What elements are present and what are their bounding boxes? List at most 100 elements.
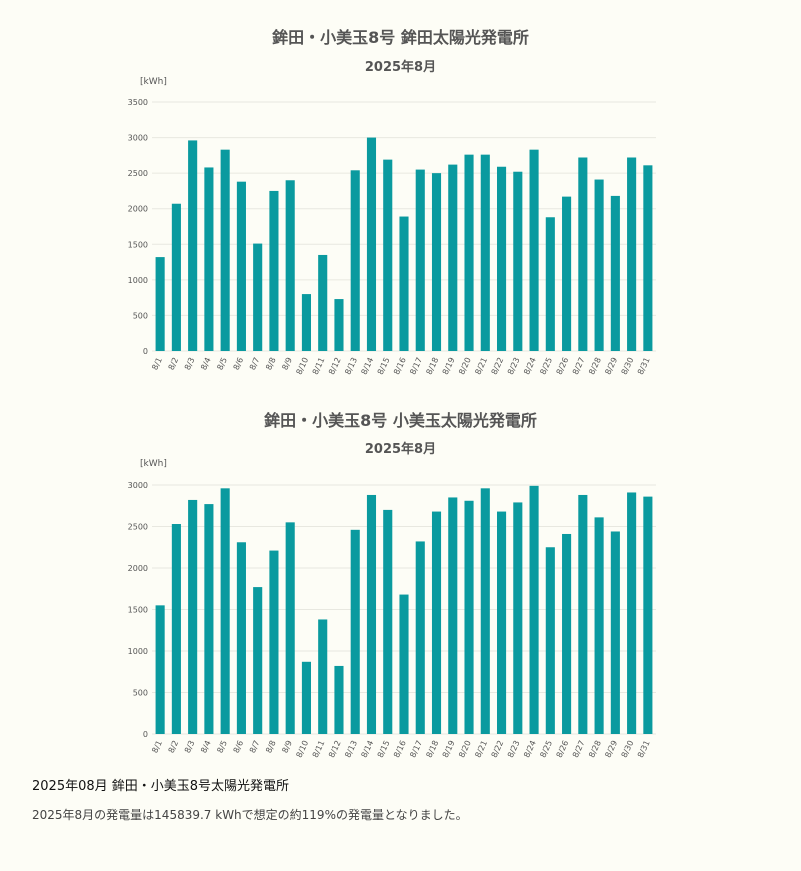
bar-8-6 (236, 181, 246, 351)
bar-8-26 (562, 533, 572, 734)
bar-8-23 (513, 171, 523, 351)
x-tick-label: 8/13 (343, 739, 359, 759)
bar-8-31 (643, 496, 653, 734)
bar-8-11 (318, 619, 328, 734)
bar-8-28 (594, 179, 604, 351)
bar-8-10 (301, 661, 312, 734)
y-tick-label: 500 (133, 689, 148, 698)
bar-8-24 (529, 485, 539, 734)
x-tick-label: 8/4 (199, 739, 213, 754)
bar-8-20 (464, 500, 474, 734)
x-tick-label: 8/7 (248, 739, 262, 754)
bar-8-24 (529, 149, 539, 351)
bar-8-26 (562, 196, 572, 351)
bar-8-14 (366, 137, 377, 351)
y-tick-label: 2000 (128, 564, 148, 573)
bar-8-21 (480, 488, 490, 734)
x-tick-label: 8/15 (376, 739, 392, 759)
bar-8-29 (610, 195, 620, 351)
x-tick-label: 8/6 (232, 739, 246, 754)
x-tick-label: 8/20 (457, 739, 473, 759)
chart-1-subtitle: 2025年8月 (364, 60, 437, 75)
x-tick-label: 8/17 (408, 739, 424, 759)
bar-8-12 (334, 299, 344, 351)
x-tick-label: 8/1 (150, 739, 164, 754)
bar-8-28 (594, 517, 604, 734)
y-tick-label: 1500 (128, 240, 148, 249)
bar-8-4 (204, 504, 214, 734)
bar-8-3 (188, 499, 198, 734)
chart-1: 鉾田・小美玉8号 鉾田太陽光発電所 2025年8月 [kWh] 0 500 1000 1… (0, 0, 801, 390)
chart-2-title: 鉾田・小美玉8号 小美玉太陽光発電所 (264, 411, 537, 430)
bar-8-15 (383, 159, 393, 351)
bar-8-3 (188, 140, 198, 351)
x-tick-label: 8/11 (311, 739, 327, 759)
x-tick-label: 8/14 (360, 739, 376, 759)
y-tick-label: 2000 (128, 205, 148, 214)
x-tick-label: 8/27 (571, 739, 587, 759)
y-unit-label: [kWh] (140, 459, 167, 469)
y-tick-label: 0 (143, 730, 148, 739)
bar-8-10 (301, 294, 312, 351)
y-unit-label: [kWh] (140, 77, 167, 87)
bar-8-29 (610, 531, 620, 734)
bar-8-7 (253, 243, 263, 351)
bar-8-25 (545, 217, 555, 351)
bar-8-16 (399, 594, 409, 734)
x-tick-label: 8/10 (295, 739, 311, 759)
bar-8-13 (350, 529, 360, 734)
x-tick-label: 8/25 (538, 739, 554, 759)
y-tick-label: 2500 (128, 523, 148, 532)
bar-8-20 (464, 154, 474, 351)
x-tick-label: 8/26 (555, 739, 571, 759)
chart-1-title: 鉾田・小美玉8号 鉾田太陽光発電所 (272, 28, 529, 47)
bar-8-15 (383, 509, 393, 734)
bar-8-8 (269, 550, 279, 734)
y-tick-label: 3000 (128, 134, 148, 143)
bar-8-16 (399, 216, 409, 351)
x-tick-label: 8/8 (264, 739, 278, 754)
bar-8-25 (545, 547, 555, 734)
x-tick-label: 8/3 (183, 739, 197, 754)
x-tick-label: 8/9 (280, 739, 294, 754)
y-tick-label: 0 (143, 347, 148, 356)
bar-8-1 (155, 605, 165, 734)
x-tick-label: 8/21 (473, 739, 489, 759)
summary-text: 2025年8月の発電量は145839.7 kWhで想定の約119%の発電量となり… (32, 808, 468, 822)
y-tick-label: 3500 (128, 98, 148, 107)
bar-8-9 (285, 522, 295, 734)
bar-8-2 (171, 524, 181, 734)
y-tick-label: 500 (133, 311, 148, 320)
x-tick-label: 8/23 (506, 739, 522, 759)
bar-8-11 (318, 254, 328, 351)
chart-2-subtitle: 2025年8月 (364, 442, 437, 457)
bar-8-14 (366, 494, 377, 734)
chart-2: 鉾田・小美玉8号 小美玉太陽光発電所 2025年8月 [kWh] 0 500 1000… (128, 411, 656, 759)
x-tick-label: 8/22 (490, 739, 506, 759)
x-tick-label: 8/19 (441, 739, 457, 759)
x-tick-label: 8/18 (425, 739, 441, 759)
bar-8-30 (627, 492, 637, 734)
bar-8-18 (431, 173, 442, 351)
bar-8-22 (496, 166, 507, 351)
x-tick-label: 8/28 (587, 739, 603, 759)
x-tick-label: 8/30 (620, 739, 636, 759)
bar-8-18 (431, 511, 442, 734)
bar-8-27 (578, 494, 588, 734)
y-tick-label: 2500 (128, 169, 148, 178)
bar-8-4 (204, 167, 214, 351)
bar-8-2 (171, 203, 181, 351)
bar-8-22 (496, 511, 507, 734)
bar-8-6 (236, 542, 246, 734)
bar-8-19 (448, 164, 458, 351)
bar-8-8 (269, 190, 279, 351)
x-tick-label: 8/12 (327, 739, 343, 759)
bar-8-17 (415, 541, 425, 734)
y-tick-label: 1500 (128, 606, 148, 615)
x-tick-label: 8/16 (392, 739, 408, 759)
bar-8-17 (415, 169, 425, 351)
bar-8-30 (627, 157, 637, 351)
bar-8-1 (155, 257, 165, 351)
